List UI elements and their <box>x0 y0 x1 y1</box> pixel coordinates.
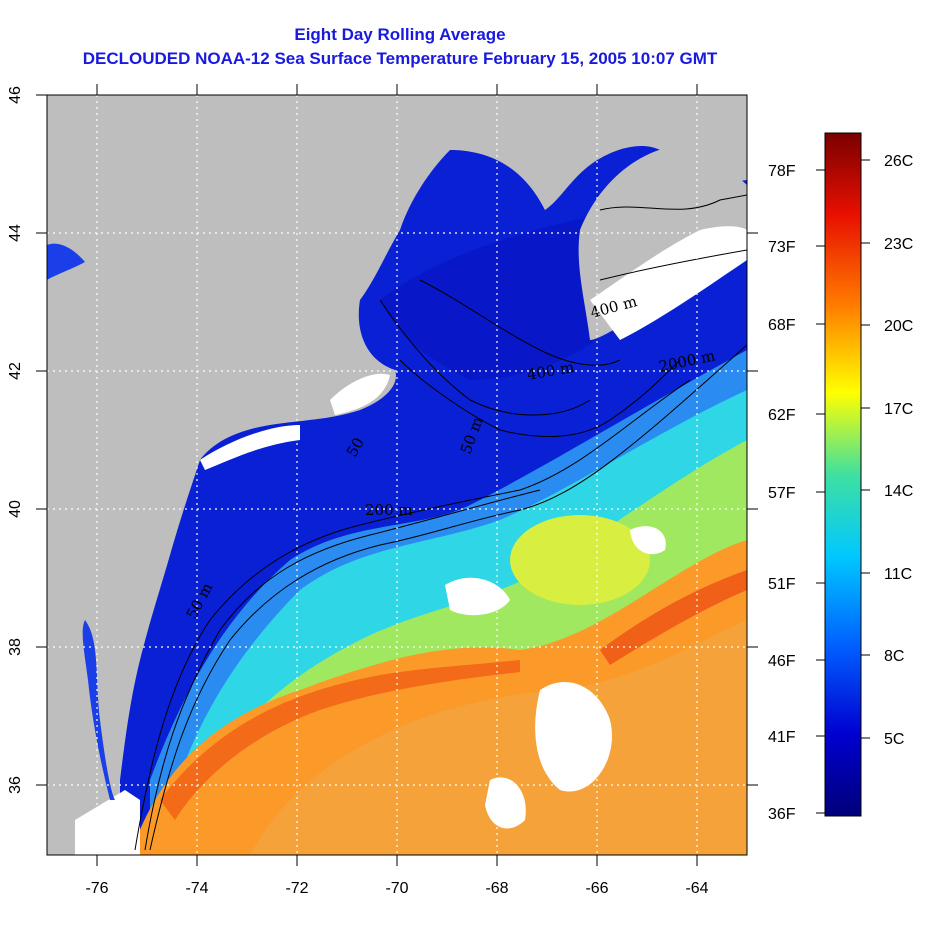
colorbar-celsius-label: 8C <box>884 648 904 665</box>
cloud-patch-cape-cod <box>330 373 390 415</box>
gulf-stream-core <box>160 660 520 820</box>
colorbar-fahrenheit-label: 57F <box>768 485 796 502</box>
colorbar-ticks <box>816 159 870 814</box>
colorbar-fahrenheit-label: 46F <box>768 653 796 670</box>
cloud-patch-offshore <box>535 681 612 792</box>
colorbar-celsius-label: 11C <box>884 566 912 583</box>
contour-label-200m: 200 m <box>365 501 413 519</box>
colorbar-fahrenheit-label: 68F <box>768 317 796 334</box>
map-subtitle: DECLOUDED NOAA-12 Sea Surface Temperatur… <box>82 49 718 68</box>
lon-tick-label: -76 <box>85 880 108 897</box>
colorbar-celsius-label: 14C <box>884 483 913 500</box>
sargasso-water <box>250 620 747 855</box>
lon-tick-label: -64 <box>685 880 708 897</box>
lake-patch <box>47 243 85 280</box>
axis-ticks <box>36 84 758 866</box>
lat-tick-label: 36 <box>7 776 24 794</box>
lat-tick-label: 42 <box>7 362 24 380</box>
colorbar-fahrenheit-label: 41F <box>768 729 796 746</box>
lat-tick-label: 38 <box>7 638 24 656</box>
cloud-patch-hatteras <box>75 790 140 855</box>
colorbar-fahrenheit-label: 36F <box>768 806 796 823</box>
cloud-patch-long-island <box>200 425 300 470</box>
map-gridlines <box>47 95 747 855</box>
lon-tick-label: -74 <box>185 880 208 897</box>
lat-tick-label: 44 <box>7 224 24 242</box>
colorbar-fahrenheit-label: 62F <box>768 407 796 424</box>
chesapeake-bay <box>82 620 115 800</box>
lat-tick-label: 40 <box>7 500 24 518</box>
land-mass <box>47 95 747 855</box>
lat-tick-label: 46 <box>7 86 24 104</box>
lon-tick-label: -68 <box>485 880 508 897</box>
colorbar-celsius-label: 26C <box>884 153 913 170</box>
colorbar-celsius-label: 17C <box>884 401 913 418</box>
colorbar-celsius-label: 5C <box>884 731 904 748</box>
cloud-patch-shelf <box>445 577 510 616</box>
map-title: Eight Day Rolling Average <box>294 25 506 44</box>
colorbar-celsius-label: 20C <box>884 318 913 335</box>
colorbar-fahrenheit-label: 51F <box>768 576 796 593</box>
colorbar-fahrenheit-label: 73F <box>768 239 796 256</box>
colorbar <box>824 132 862 817</box>
gulf-of-maine-water <box>380 215 620 380</box>
cloud-patch-east <box>630 526 666 555</box>
cloud-patch-south <box>485 777 526 829</box>
warm-eddy <box>510 515 650 605</box>
cloud-patch-nova-scotia <box>590 226 747 340</box>
warm-core-streak <box>600 570 747 665</box>
lon-tick-label: -70 <box>385 880 408 897</box>
colorbar-celsius-label: 23C <box>884 236 913 253</box>
bathymetry-contours <box>134 194 747 851</box>
lon-tick-label: -72 <box>285 880 308 897</box>
colorbar-fahrenheit-label: 78F <box>768 163 796 180</box>
lon-tick-label: -66 <box>585 880 608 897</box>
